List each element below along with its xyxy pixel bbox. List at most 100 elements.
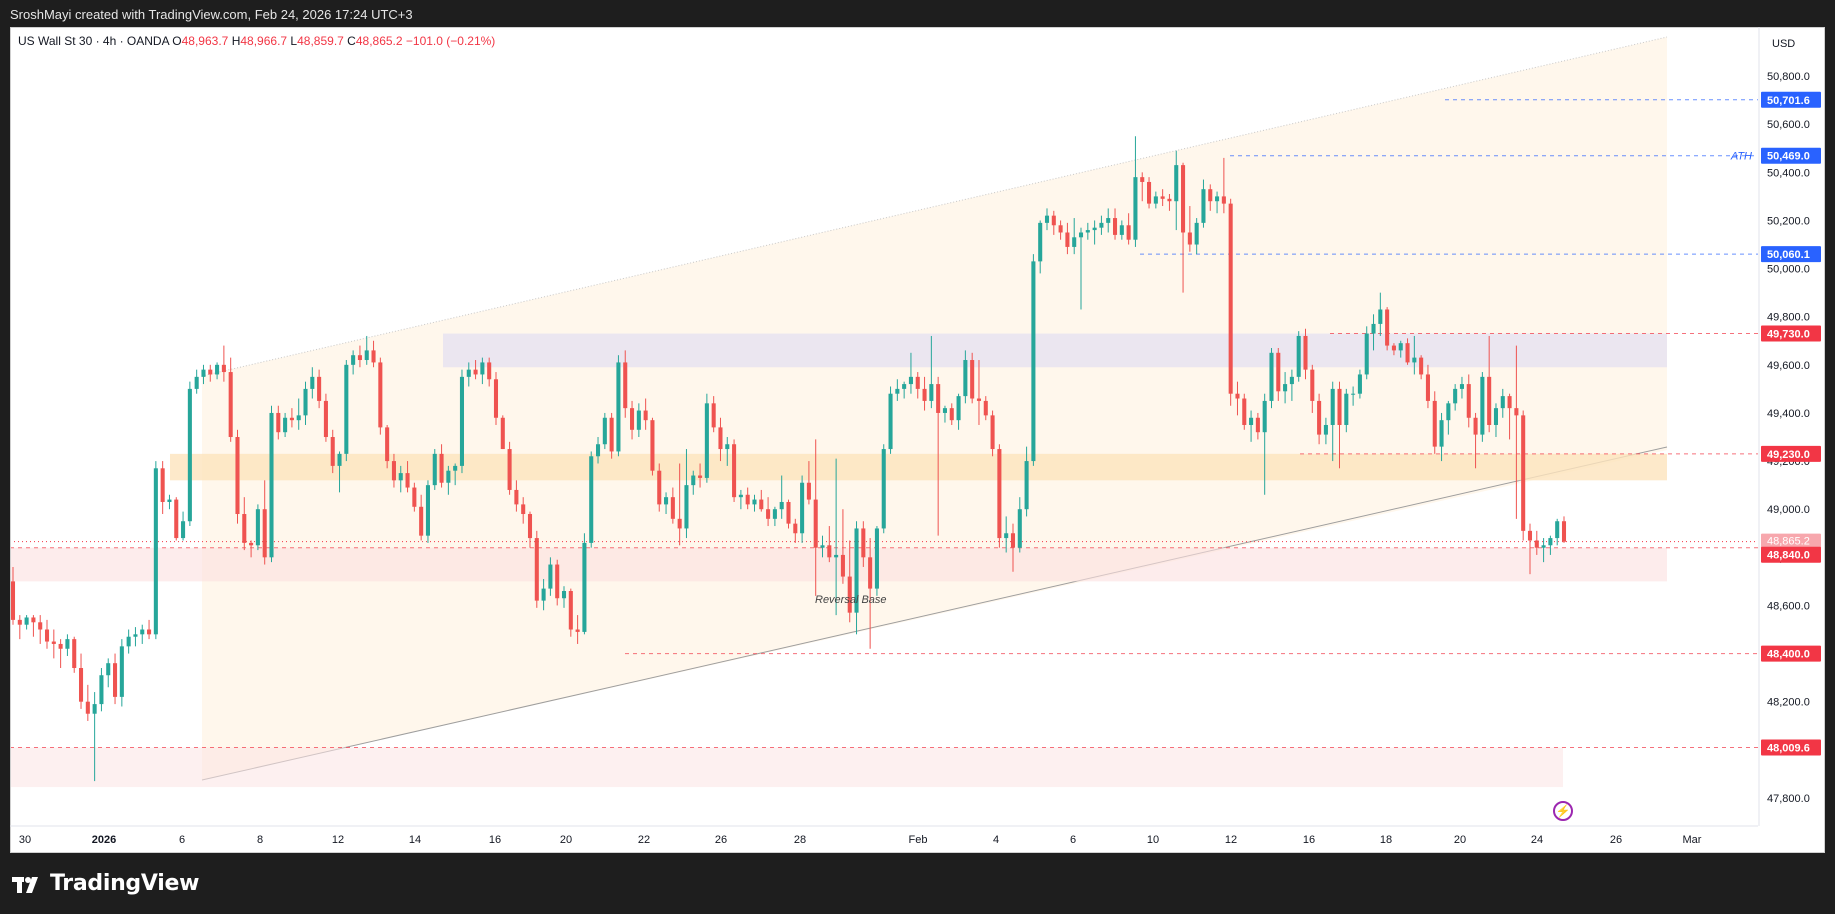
candle-body — [493, 379, 499, 418]
candle-body — [412, 487, 417, 507]
candle-body — [1092, 227, 1097, 231]
candle-body — [1004, 533, 1009, 539]
candle-body — [208, 369, 213, 375]
candle — [609, 412, 614, 459]
x-tick-label: 18 — [1380, 834, 1392, 846]
candle — [398, 465, 403, 493]
candle-body — [140, 629, 145, 635]
candle-body — [779, 501, 784, 510]
candle-body — [187, 388, 192, 522]
candle — [636, 403, 641, 438]
y-tick-label: 50,800.0 — [1767, 71, 1810, 83]
candle — [1215, 191, 1220, 214]
candle — [745, 487, 750, 510]
x-tick-label: Feb — [909, 834, 928, 846]
candle-body — [1031, 261, 1036, 462]
candle-body — [92, 704, 97, 714]
candle-body — [1024, 461, 1029, 510]
candle-body — [119, 646, 124, 697]
candle — [221, 345, 226, 382]
currency-label[interactable]: USD — [1772, 38, 1796, 50]
price-tag-label: 50,701.6 — [1767, 95, 1810, 107]
candle — [1439, 412, 1444, 462]
candle — [1078, 227, 1084, 310]
candle — [174, 497, 179, 541]
candle-body — [249, 542, 254, 546]
candle — [1357, 369, 1362, 399]
candle — [1085, 222, 1090, 240]
x-tick-label: 8 — [257, 834, 263, 846]
price-tag-label: 48,840.0 — [1767, 550, 1810, 562]
candle-body — [221, 364, 226, 373]
candle-body — [589, 456, 594, 543]
candle-body — [752, 499, 757, 505]
candle-body — [1323, 424, 1328, 435]
candle-body — [1296, 335, 1301, 377]
candle — [487, 357, 492, 387]
candle-body — [854, 528, 859, 613]
candle-body — [500, 417, 505, 450]
candle — [92, 692, 97, 782]
candle-body — [378, 362, 383, 428]
candle — [1051, 210, 1056, 235]
candle-body — [242, 514, 247, 543]
lightning-icon[interactable]: ⚡ — [1553, 801, 1573, 821]
candle-body — [1337, 388, 1342, 425]
candle-body — [289, 417, 294, 421]
tradingview-logo-icon — [12, 876, 38, 893]
candle-body — [99, 675, 104, 705]
candle — [602, 412, 607, 450]
candle — [296, 398, 301, 430]
candle — [432, 449, 437, 490]
price-tag — [1761, 325, 1821, 342]
tradingview-logo[interactable]: TradingView — [12, 871, 199, 896]
x-tick-label: 2026 — [92, 834, 116, 846]
candle-body — [568, 591, 573, 630]
candle-body — [1242, 398, 1247, 425]
candle — [657, 463, 662, 512]
candle-body — [1289, 376, 1294, 385]
candle-body — [1548, 538, 1553, 546]
candle-body — [1065, 232, 1070, 247]
candle-body — [1044, 215, 1050, 223]
candle-body — [1317, 400, 1322, 435]
candle-body — [391, 461, 396, 481]
candle-body — [888, 393, 893, 450]
candle — [813, 439, 818, 596]
y-tick-label: 50,600.0 — [1767, 119, 1810, 131]
candle-body — [521, 504, 526, 515]
candle-body — [269, 412, 274, 558]
candle — [24, 615, 29, 630]
candle-body — [664, 497, 669, 505]
candle-body — [1010, 533, 1016, 548]
candle — [772, 506, 777, 527]
price-tag — [1761, 246, 1821, 263]
candle-body — [1235, 393, 1240, 399]
candle — [881, 444, 886, 534]
candle — [1262, 393, 1267, 495]
candle-body — [337, 453, 342, 466]
candle-body — [976, 398, 982, 401]
candle — [915, 372, 920, 399]
candle — [1507, 393, 1512, 440]
candle-body — [616, 362, 621, 452]
attribution-text: SroshMayi created with TradingView.com, … — [10, 7, 413, 22]
candle-body — [1078, 232, 1084, 238]
candle-body — [507, 449, 512, 490]
price-tag — [1761, 645, 1821, 662]
candle-body — [160, 468, 165, 502]
candle — [378, 357, 383, 435]
candle-body — [1099, 222, 1104, 228]
candle-body — [255, 509, 260, 546]
candle — [1017, 497, 1022, 553]
candle — [874, 526, 879, 596]
candle — [949, 403, 954, 425]
candle — [561, 586, 567, 608]
candle-body — [1303, 335, 1308, 370]
candle — [1493, 403, 1499, 438]
change-value: −101.0 (−0.21%) — [405, 34, 496, 48]
candle-body — [1187, 232, 1192, 245]
candle-body — [636, 410, 641, 430]
candle — [72, 636, 77, 673]
